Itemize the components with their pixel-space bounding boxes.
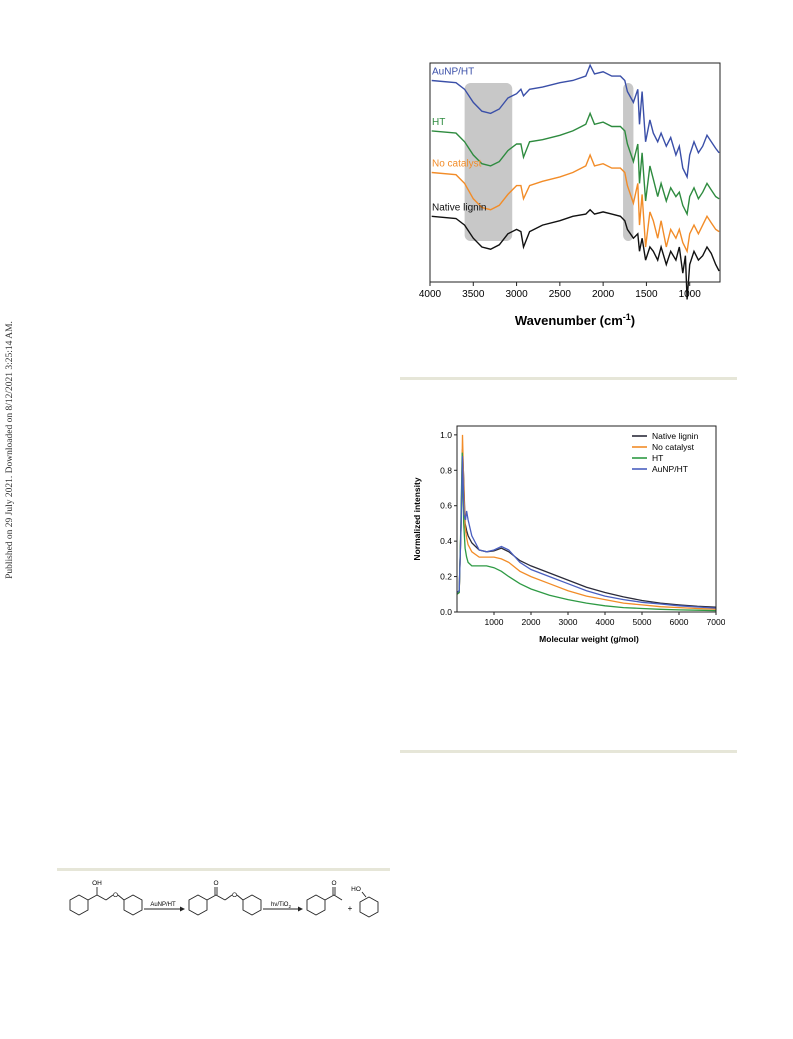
ir-series-lines [431,63,720,300]
legend-label: AuNP/HT [652,464,688,474]
ether-oxygen-label: O [232,892,237,899]
gpc-y-tick-label: 0.0 [440,607,452,617]
divider-rule [400,750,737,753]
legend-label: HT [652,453,663,463]
benzene-ring [123,894,143,916]
ir-x-tick-label: 1000 [679,289,702,300]
ir-x-tick-label: 2000 [592,289,615,300]
gpc-y-tick-label: 0.8 [440,465,452,475]
gpc-x-tick-label: 6000 [670,617,689,627]
highlight-band [623,83,634,241]
ir-series-label: No catalyst [432,159,482,170]
legend-label: No catalyst [652,442,695,452]
acetophenone-oxygen-label: O [331,880,336,887]
gpc-y-tick-label: 0.2 [440,572,452,582]
gpc-x-axis-title: Molecular weight (g/mol) [539,634,639,644]
ir-x-tick-label: 2500 [549,289,572,300]
ir-line-native-lignin [431,208,720,300]
gpc-y-tick-label: 0.6 [440,501,452,511]
ir-x-tick-label: 1500 [635,289,658,300]
ir-x-axis-title: Wavenumber (cm-1) [515,312,635,328]
benzene-ring [69,894,89,916]
ir-x-tick-label: 3000 [505,289,528,300]
benzene-ring [188,894,208,916]
publication-side-note: Published on 29 July 2021. Downloaded on… [3,300,17,600]
gpc-x-tick-label: 7000 [707,617,725,627]
highlight-bands [464,83,634,241]
ether-oxygen-label: O [113,892,118,899]
ketone-oxygen-label: O [213,880,218,887]
gpc-x-axis: 1000 2000 3000 4000 5000 6000 7000 [485,612,725,627]
gpc-line-no-catalyst [456,434,717,610]
gpc-x-tick-label: 2000 [522,617,541,627]
ir-series-label: Native lignin [432,202,486,213]
gpc-x-tick-label: 5000 [633,617,652,627]
ir-x-tick-label: 3500 [462,289,485,300]
gpc-line-ht [456,452,717,612]
divider-rule [57,868,390,871]
molecular-weight-chart: 1000 2000 3000 4000 5000 6000 7000 0.00.20.40.… [412,425,725,644]
ir-plot-frame [429,62,721,283]
gpc-y-tick-label: 0.4 [440,536,452,546]
ir-spectra-chart: AuNP/HT HT No catalyst Native lignin 4000 35… [419,62,721,328]
gpc-x-tick-label: 3000 [559,617,578,627]
hydroxyl-label: OH [92,880,102,887]
benzene-ring [306,894,326,916]
ir-x-tick-label: 4000 [419,289,442,300]
step1-catalyst-label: AuNP/HT [150,902,176,908]
gpc-x-tick-label: 4000 [596,617,615,627]
benzene-ring [242,894,262,916]
ir-series-label: HT [432,117,445,128]
gpc-plot-frame [456,425,717,613]
gpc-x-tick-label: 1000 [485,617,504,627]
gpc-y-axis-title: Normalized intensity [412,477,422,560]
benzene-ring [359,896,379,918]
gpc-series-lines [456,434,717,612]
legend-label: Native lignin [652,431,699,441]
ir-line-ht [431,111,720,217]
reaction-scheme: OH O AuNP/HT O O hν/TiO2 O + HO [69,880,379,918]
ir-x-axis: 4000 3500 3000 2500 2000 1500 1000 [419,282,701,300]
ir-series-label: AuNP/HT [432,67,474,78]
step2-condition-label: hν/TiO2 [271,902,291,909]
side-note-text: Published on 29 July 2021. Downloaded on… [5,321,15,579]
phenol-hydroxyl-label: HO [351,886,361,893]
gpc-y-tick-label: 1.0 [440,430,452,440]
plus-sign: + [348,904,353,913]
divider-rule [400,377,737,380]
ir-series-labels: AuNP/HT HT No catalyst Native lignin [432,67,486,214]
ir-line-aunp-ht [431,63,720,180]
gpc-line-aunp-ht [456,456,717,609]
gpc-y-axis: 0.0 0.2 0.4 0.6 0.8 1.0 [440,430,457,617]
ir-line-no-catalyst [431,153,720,254]
